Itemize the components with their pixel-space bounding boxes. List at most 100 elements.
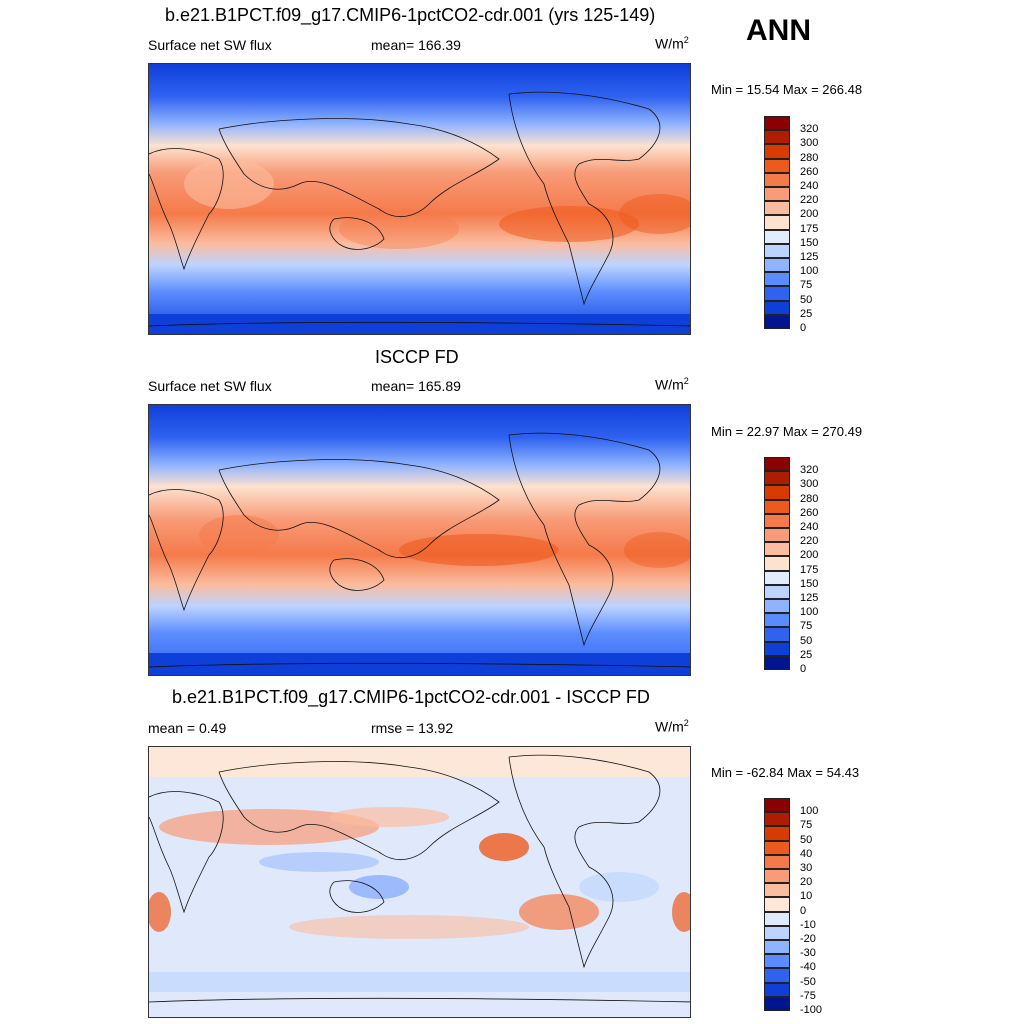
colorbar-tick-label: 0: [800, 663, 807, 675]
colorbar-tick-label: -30: [800, 947, 816, 960]
panel-1-variable: Surface net SW flux: [148, 37, 272, 53]
colorbar-swatch: [764, 471, 790, 486]
colorbar-swatch: [764, 954, 790, 969]
panel-2-units: W/m2: [655, 376, 689, 393]
colorbar-swatch: [764, 883, 790, 898]
colorbar-tick-label: 75: [800, 819, 813, 832]
colorbar-swatch: [764, 229, 790, 244]
colorbar-swatch: [764, 542, 790, 557]
colorbar-swatch: [764, 854, 790, 869]
colorbar-swatch: [764, 499, 790, 514]
colorbar-swatch: [764, 869, 790, 884]
colorbar-tick-label: 280: [800, 151, 819, 164]
colorbar-swatch: [764, 457, 790, 472]
panel-2-map: [148, 404, 691, 676]
panel-1-minmax: Min = 15.54 Max = 266.48: [711, 82, 863, 97]
colorbar-swatch: [764, 258, 790, 273]
colorbar-swatch: [764, 655, 790, 670]
colorbar-swatch: [764, 641, 790, 656]
colorbar-tick-label: 20: [800, 876, 813, 889]
colorbar-swatch: [764, 911, 790, 926]
panel-1-mean: mean= 166.39: [371, 37, 461, 53]
colorbar-swatch: [764, 172, 790, 187]
colorbar-swatch: [764, 840, 790, 855]
colorbar-tick-label: 300: [800, 478, 819, 491]
colorbar-swatch: [764, 243, 790, 258]
colorbar-tick-label: 100: [800, 606, 819, 619]
panel-3-rmse: rmse = 13.92: [371, 720, 454, 736]
colorbar-tick-label: -20: [800, 933, 816, 945]
colorbar-swatch: [764, 968, 790, 983]
panel-1-colorbar: 320 300 280 260 240 220 200 175 150 125 100 75 50 25 0: [764, 116, 818, 334]
panel-3-units: W/m2: [655, 718, 689, 735]
colorbar-tick-label: 260: [800, 506, 819, 519]
colorbar-swatch: [764, 272, 790, 287]
colorbar-swatch: [764, 613, 790, 628]
panel-2-colorbar: 320 300 280 260 240 220 200 175 150 125 100 75 50 25 0: [764, 457, 818, 675]
colorbar-tick-label: 280: [800, 492, 819, 505]
colorbar-swatch: [764, 300, 790, 315]
colorbar-tick-label: 75: [800, 620, 813, 633]
colorbar-tick-label: 320: [800, 123, 819, 136]
panel-2-title: ISCCP FD: [375, 347, 459, 367]
colorbar-swatch: [764, 996, 790, 1011]
colorbar-tick-label: 50: [800, 833, 813, 846]
colorbar-swatch: [764, 201, 790, 216]
colorbar-tick-label: 0: [800, 904, 807, 917]
colorbar-tick-label: 50: [800, 634, 813, 647]
colorbar-swatch: [764, 144, 790, 159]
colorbar-tick-label: 40: [800, 847, 813, 860]
colorbar-swatch: [764, 897, 790, 912]
colorbar-swatch: [764, 570, 790, 585]
colorbar-tick-label: -40: [800, 961, 816, 974]
colorbar-tick-label: -100: [800, 1004, 823, 1016]
colorbar-swatch: [764, 215, 790, 230]
colorbar-swatch: [764, 130, 790, 145]
colorbar-tick-label: 220: [800, 535, 819, 548]
colorbar-swatch: [764, 314, 790, 329]
panel-1-map: [148, 63, 691, 335]
colorbar-swatch: [764, 982, 790, 997]
colorbar-tick-label: 240: [800, 180, 819, 192]
colorbar-tick-label: 50: [800, 293, 813, 306]
colorbar-swatch: [764, 940, 790, 955]
colorbar-tick-label: 320: [800, 464, 819, 477]
season-label: ANN: [746, 14, 811, 47]
colorbar-tick-label: 200: [800, 208, 819, 221]
colorbar-tick-label: -50: [800, 975, 816, 988]
panel-2-mean: mean= 165.89: [371, 378, 461, 394]
colorbar-swatch: [764, 599, 790, 614]
colorbar-swatch: [764, 925, 790, 940]
colorbar-tick-label: 125: [800, 592, 819, 604]
colorbar-tick-label: -10: [800, 918, 816, 931]
panel-1-units: W/m2: [655, 35, 689, 52]
colorbar-swatch: [764, 528, 790, 543]
colorbar-tick-label: 25: [800, 307, 813, 320]
colorbar-tick-label: 125: [800, 251, 819, 263]
panel-2-variable: Surface net SW flux: [148, 378, 272, 394]
colorbar-swatch: [764, 556, 790, 571]
colorbar-tick-label: 220: [800, 194, 819, 207]
panel-3-map: [148, 746, 691, 1018]
panel-3-minmax: Min = -62.84 Max = 54.43: [711, 765, 860, 780]
colorbar-swatch: [764, 187, 790, 202]
colorbar-swatch: [764, 513, 790, 528]
colorbar-tick-label: 175: [800, 222, 819, 235]
panel-3-title: b.e21.B1PCT.f09_g17.CMIP6-1pctCO2-cdr.00…: [172, 687, 650, 707]
colorbar-tick-label: -75: [800, 989, 816, 1002]
colorbar-tick-label: 175: [800, 563, 819, 576]
colorbar-tick-label: 150: [800, 236, 819, 249]
panel-3-mean: mean = 0.49: [148, 720, 227, 736]
panel-1-title: b.e21.B1PCT.f09_g17.CMIP6-1pctCO2-cdr.00…: [165, 5, 656, 25]
colorbar-swatch: [764, 116, 790, 131]
colorbar-tick-label: 100: [800, 265, 819, 278]
colorbar-swatch: [764, 826, 790, 841]
colorbar-tick-label: 30: [800, 862, 813, 874]
colorbar-tick-label: 150: [800, 577, 819, 590]
colorbar-swatch: [764, 485, 790, 500]
colorbar-tick-label: 100: [800, 805, 819, 818]
colorbar-swatch: [764, 798, 790, 813]
colorbar-swatch: [764, 286, 790, 301]
colorbar-tick-label: 75: [800, 279, 813, 292]
colorbar-tick-label: 25: [800, 648, 813, 661]
